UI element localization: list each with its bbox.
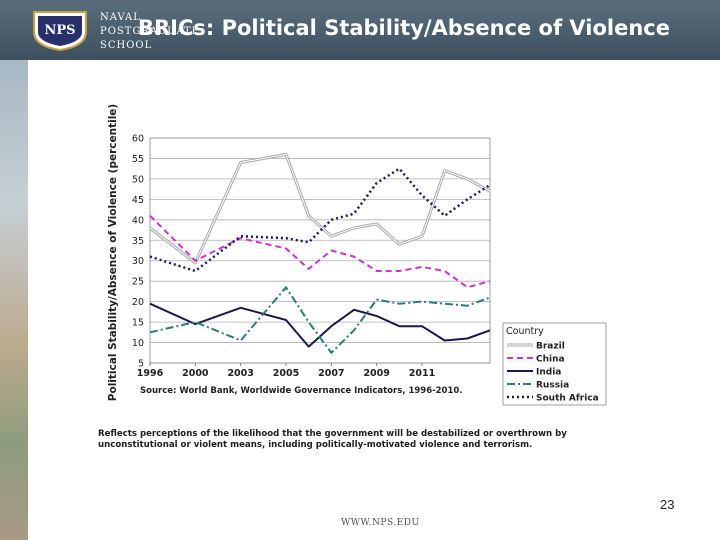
y-tick-label: 50 <box>132 174 144 185</box>
plot-border <box>149 137 491 364</box>
legend-label-south-africa: South Africa <box>536 394 599 404</box>
logo-line-3: SCHOOL <box>100 40 153 51</box>
page-number: 23 <box>660 497 675 512</box>
legend-label-russia: Russia <box>536 381 569 391</box>
y-tick-label: 10 <box>132 338 144 349</box>
legend-label-china: China <box>536 355 565 365</box>
series-line-russia <box>149 286 491 354</box>
x-tick-label: 2009 <box>363 368 389 379</box>
legend-label-india: India <box>536 368 561 378</box>
logo-line-1: NAVAL <box>100 12 141 23</box>
chart-note: Reflects perceptions of the likelihood t… <box>98 429 567 450</box>
series-line-china <box>149 214 491 289</box>
x-tick-label: 2000 <box>182 368 209 379</box>
campus-photo-strip <box>0 60 28 540</box>
x-tick-label: 2005 <box>273 368 299 379</box>
y-tick-label: 60 <box>132 134 144 145</box>
y-tick-label: 25 <box>132 277 144 288</box>
y-axis-label: Political Stability/Absence of Violence … <box>107 104 119 401</box>
footer-url: WWW.NPS.EDU <box>341 518 420 528</box>
legend-title: Country <box>506 326 544 337</box>
x-tick-label: 2011 <box>409 368 435 379</box>
legend-box <box>502 322 607 406</box>
x-tick-label: 1996 <box>137 368 164 379</box>
x-tick-label: 2003 <box>227 368 253 379</box>
line-chart: 5 10 15 20 25 30 35 40 45 50 55 60 1996 2000 2003 2005 2… <box>107 104 607 406</box>
legend-label-brazil: Brazil <box>536 342 565 352</box>
y-tick-label: 5 <box>138 359 144 370</box>
y-tick-label: 45 <box>132 195 144 206</box>
logo-line-2: POSTGRADUATE <box>100 26 200 37</box>
y-tick-label: 55 <box>132 154 144 165</box>
nps-logo: NPS <box>33 11 87 52</box>
logo-badge-text: NPS <box>44 23 75 38</box>
chart-source: Source: World Bank, Worldwide Governance… <box>140 386 463 396</box>
y-tick-label: 40 <box>132 215 144 226</box>
series-line-india <box>149 302 491 348</box>
y-tick-label: 35 <box>132 236 144 247</box>
slide-title: BRICs: Political Stability/Absence of Vi… <box>138 16 670 40</box>
y-tick-label: 20 <box>132 297 144 308</box>
y-tick-label: 15 <box>132 318 144 329</box>
y-tick-label: 30 <box>132 256 144 267</box>
x-tick-label: 2007 <box>318 368 344 379</box>
series-line-brazil <box>149 152 491 265</box>
series-line-brazil-inner <box>149 153 491 264</box>
header-bar <box>0 0 720 60</box>
